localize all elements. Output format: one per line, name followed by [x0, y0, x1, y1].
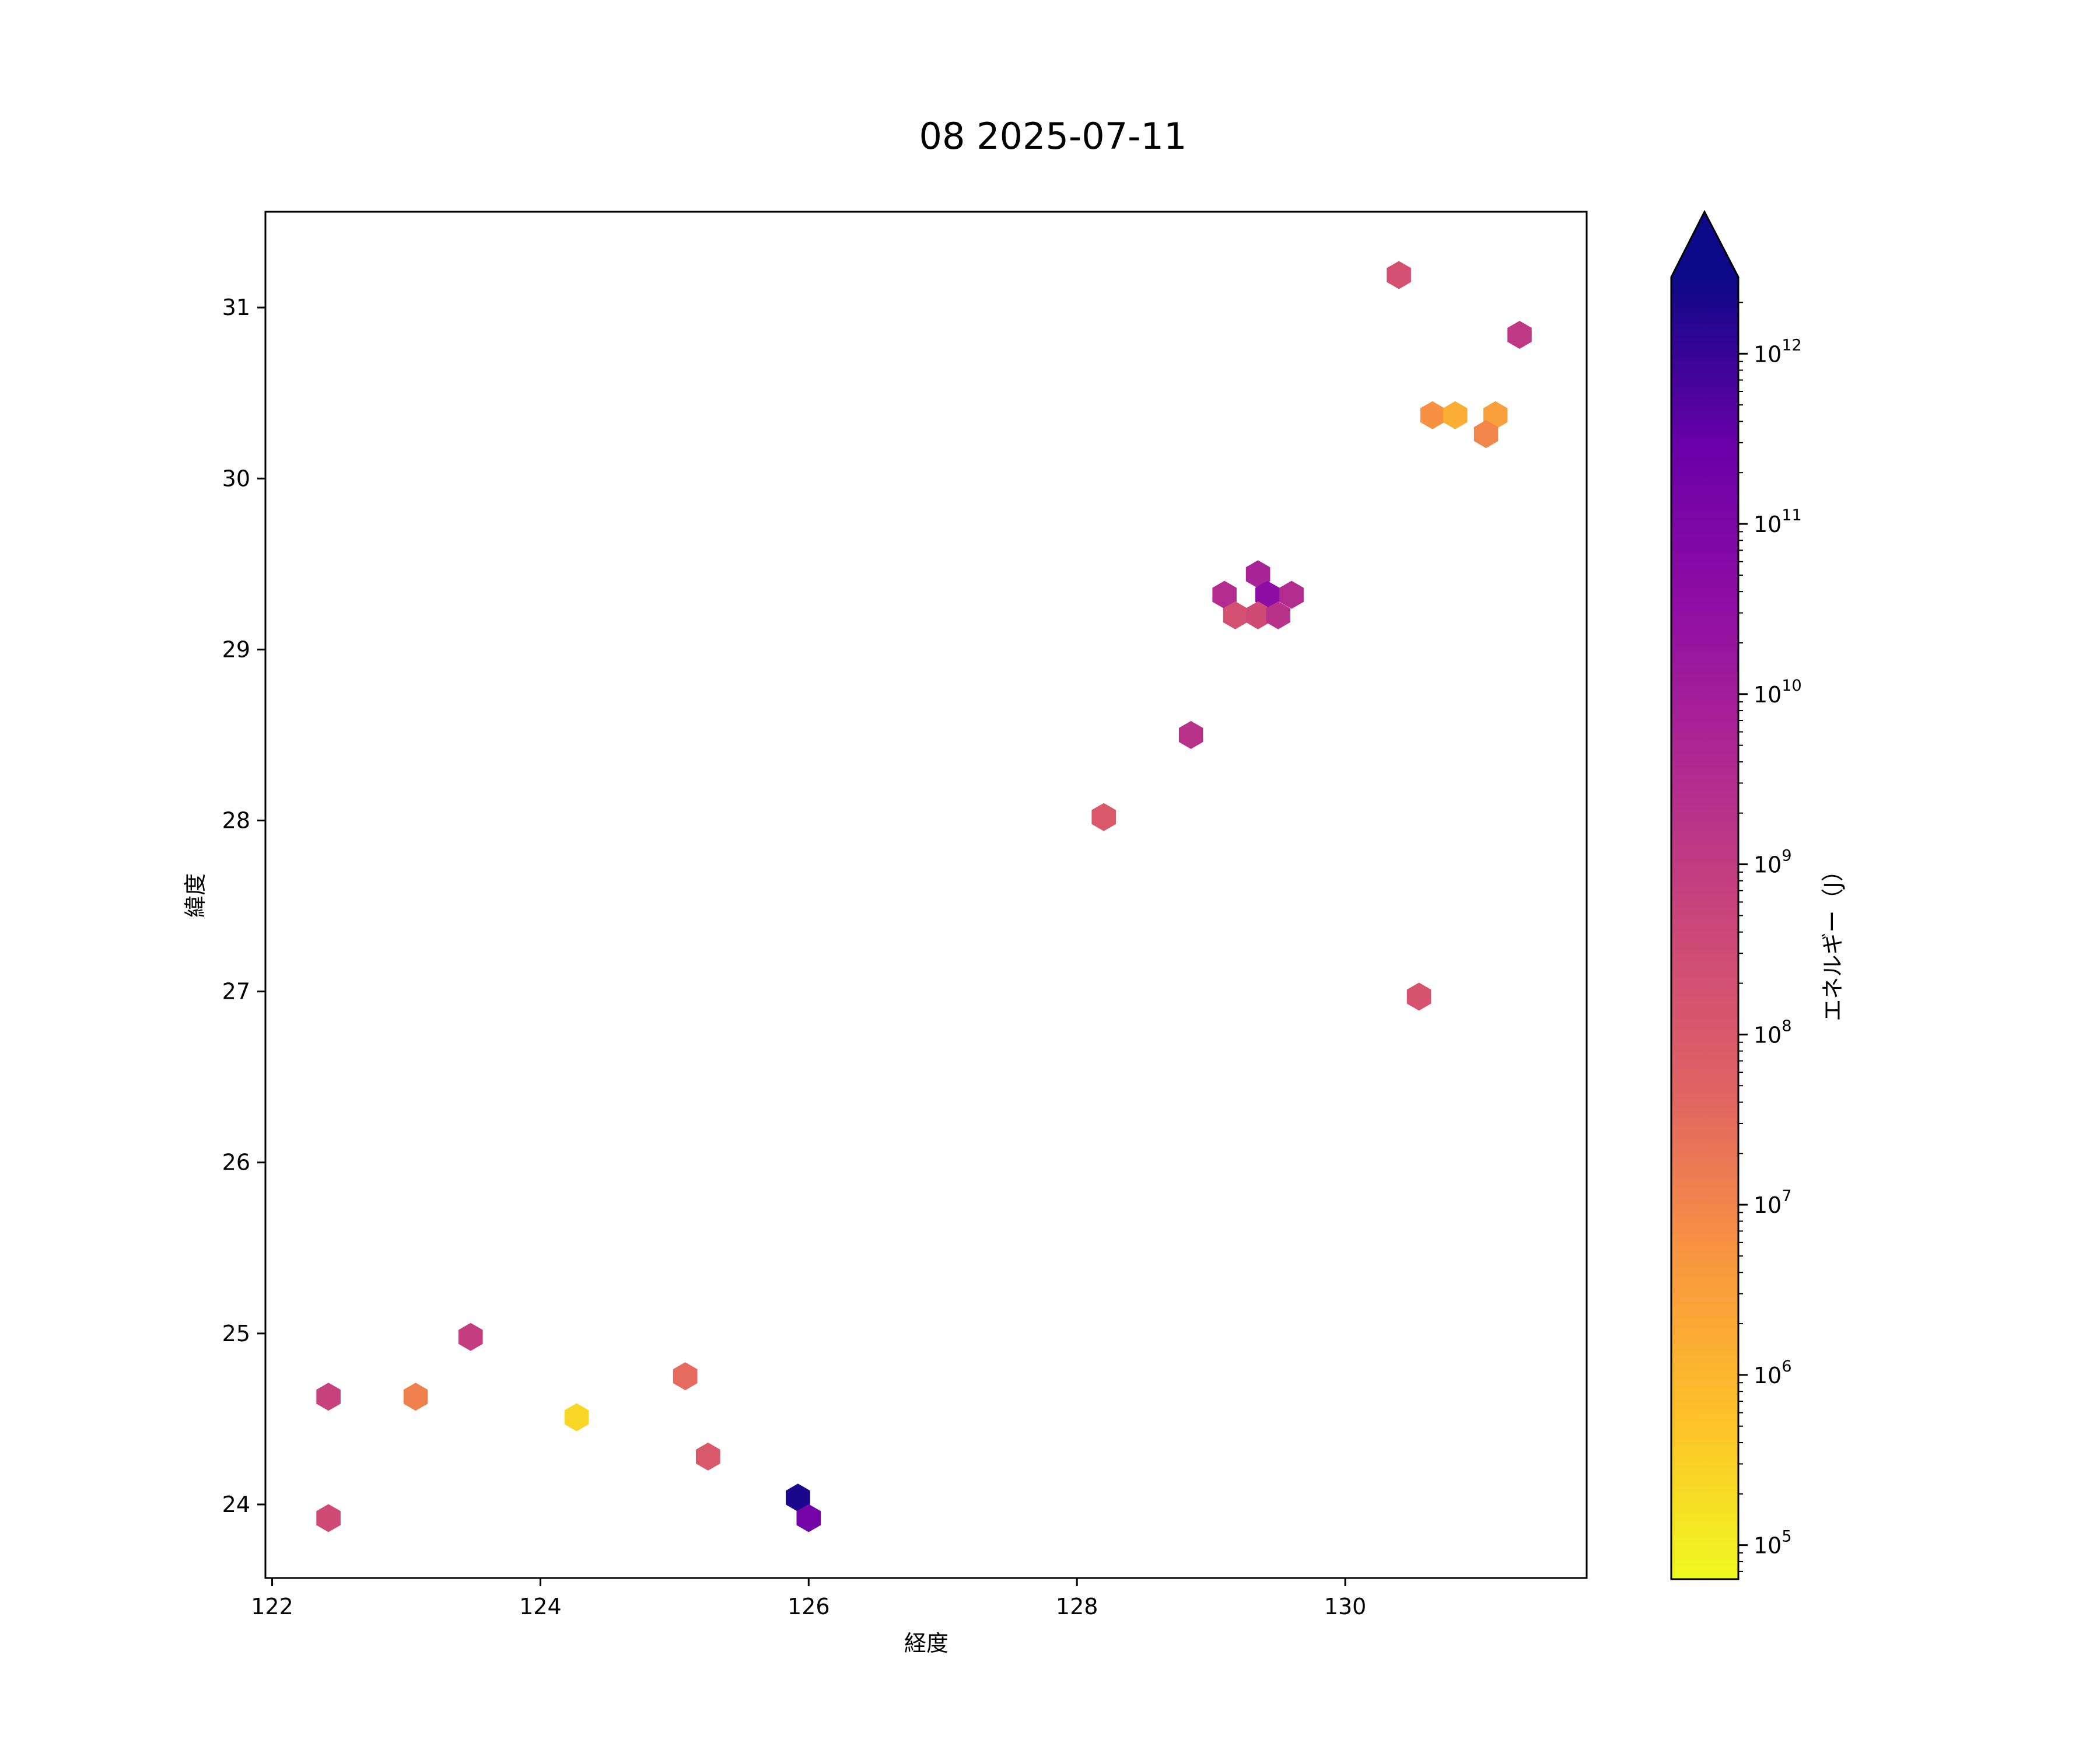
hexbin-cell: [564, 1403, 589, 1432]
colorbar-extend-arrow: [1671, 212, 1738, 277]
y-tick-label: 24: [222, 1492, 250, 1517]
hexbin-cell: [1266, 601, 1290, 629]
hexbin-cell: [1474, 420, 1499, 449]
hexbin-cell: [673, 1362, 698, 1391]
hexbin-cell: [316, 1504, 341, 1532]
hexbin-cell: [1223, 601, 1248, 629]
x-tick-label: 126: [788, 1594, 830, 1619]
colorbar-tick-label: 1011: [1754, 506, 1802, 537]
hexbin-cell: [1178, 720, 1203, 749]
y-tick-label: 27: [222, 979, 250, 1005]
hexbin-cell: [1406, 982, 1432, 1011]
hexbin-cell: [403, 1383, 428, 1411]
y-tick-label: 29: [222, 636, 250, 662]
hexbin-cell: [1091, 803, 1116, 831]
hexbin-cell: [459, 1322, 483, 1351]
colorbar-tick-label: 106: [1754, 1357, 1792, 1388]
hexbin-cell: [1443, 401, 1468, 429]
colorbar-tick-label: 105: [1754, 1528, 1792, 1559]
hexbin-cell: [696, 1442, 720, 1471]
colorbar-tick-label: 108: [1754, 1017, 1792, 1048]
y-tick-label: 25: [222, 1321, 250, 1346]
hexbin-cell: [1255, 580, 1280, 609]
hexbin-cell: [1387, 261, 1411, 289]
colorbar-tick-label: 1012: [1754, 336, 1802, 367]
y-tick-label: 28: [222, 807, 250, 833]
y-axis: 24 25 26 27 28 29 30 31: [222, 295, 265, 1517]
chart-title: 08 2025-07-11: [919, 115, 1187, 158]
hexbin-layer: [316, 261, 1532, 1532]
hexbin-cell: [1245, 601, 1270, 629]
x-axis-label: 経度: [904, 1630, 949, 1656]
y-axis-label: 緯度: [183, 873, 208, 918]
colorbar-outline: [1670, 209, 1740, 1580]
x-tick-label: 128: [1056, 1594, 1098, 1619]
plot-frame: [264, 211, 1588, 1579]
x-tick-label: 122: [251, 1594, 293, 1619]
hexbin-cell: [316, 1383, 341, 1411]
x-tick-label: 130: [1324, 1594, 1367, 1619]
colorbar-tick-label: 107: [1754, 1187, 1792, 1218]
hexbin-cell: [1245, 560, 1270, 589]
colorbar-gradient: [1671, 277, 1738, 1579]
colorbar-ticks: 105 106 107 108 109 1010 1011 1012: [1738, 302, 1802, 1572]
y-tick-label: 26: [222, 1150, 250, 1175]
x-axis: 122 124 126 128 130: [251, 1578, 1366, 1619]
hexbin-cell: [786, 1483, 810, 1512]
y-tick-label: 31: [222, 295, 250, 320]
hexbin-cell: [796, 1504, 821, 1532]
colorbar-tick-label: 1010: [1754, 677, 1802, 708]
hexbin-cell: [1420, 401, 1445, 429]
colorbar-tick-label: 109: [1754, 847, 1792, 878]
x-tick-label: 124: [519, 1594, 562, 1619]
y-tick-label: 30: [222, 466, 250, 491]
hexbin-cell: [1507, 321, 1532, 349]
colorbar: 105 106 107 108 109 1010 1011 1012 エネルギー（J）: [1670, 209, 1846, 1580]
colorbar-label: エネルギー（J）: [1820, 859, 1846, 1021]
hexbin-cell: [1279, 580, 1304, 609]
hexbin-cell: [1212, 580, 1237, 609]
